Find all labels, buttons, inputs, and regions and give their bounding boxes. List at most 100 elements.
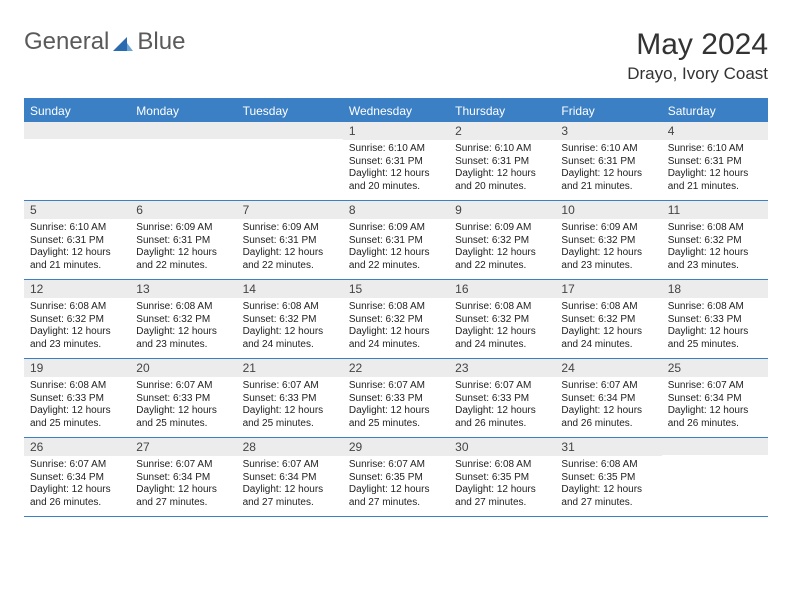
cell-line: Daylight: 12 hours and 25 minutes. bbox=[349, 405, 443, 430]
cell-line: Sunset: 6:31 PM bbox=[349, 156, 443, 169]
cell-line: Sunset: 6:31 PM bbox=[349, 235, 443, 248]
cell-body: Sunrise: 6:07 AMSunset: 6:34 PMDaylight:… bbox=[237, 456, 343, 513]
cell-body: Sunrise: 6:08 AMSunset: 6:33 PMDaylight:… bbox=[24, 377, 130, 434]
calendar-cell: 21Sunrise: 6:07 AMSunset: 6:33 PMDayligh… bbox=[237, 359, 343, 437]
cell-line: Sunrise: 6:08 AM bbox=[668, 301, 762, 314]
cell-body: Sunrise: 6:07 AMSunset: 6:33 PMDaylight:… bbox=[130, 377, 236, 434]
cell-line: Sunset: 6:32 PM bbox=[136, 314, 230, 327]
cell-line: Daylight: 12 hours and 26 minutes. bbox=[561, 405, 655, 430]
cell-line: Sunrise: 6:10 AM bbox=[30, 222, 124, 235]
cell-line: Daylight: 12 hours and 25 minutes. bbox=[136, 405, 230, 430]
cell-body: Sunrise: 6:08 AMSunset: 6:32 PMDaylight:… bbox=[237, 298, 343, 355]
calendar-cell: 2Sunrise: 6:10 AMSunset: 6:31 PMDaylight… bbox=[449, 122, 555, 200]
day-headers-row: SundayMondayTuesdayWednesdayThursdayFrid… bbox=[24, 100, 768, 122]
calendar-cell: 24Sunrise: 6:07 AMSunset: 6:34 PMDayligh… bbox=[555, 359, 661, 437]
cell-body: Sunrise: 6:10 AMSunset: 6:31 PMDaylight:… bbox=[449, 140, 555, 197]
calendar-cell: 11Sunrise: 6:08 AMSunset: 6:32 PMDayligh… bbox=[662, 201, 768, 279]
day-number: 6 bbox=[130, 201, 236, 219]
calendar-cell: 4Sunrise: 6:10 AMSunset: 6:31 PMDaylight… bbox=[662, 122, 768, 200]
day-number: 2 bbox=[449, 122, 555, 140]
cell-line: Sunrise: 6:08 AM bbox=[561, 459, 655, 472]
cell-line: Daylight: 12 hours and 20 minutes. bbox=[455, 168, 549, 193]
cell-line: Sunset: 6:32 PM bbox=[455, 314, 549, 327]
calendar-cell: 12Sunrise: 6:08 AMSunset: 6:32 PMDayligh… bbox=[24, 280, 130, 358]
cell-line: Daylight: 12 hours and 26 minutes. bbox=[30, 484, 124, 509]
day-number: 1 bbox=[343, 122, 449, 140]
cell-body: Sunrise: 6:07 AMSunset: 6:34 PMDaylight:… bbox=[130, 456, 236, 513]
cell-line: Sunset: 6:34 PM bbox=[243, 472, 337, 485]
calendar-cell: 13Sunrise: 6:08 AMSunset: 6:32 PMDayligh… bbox=[130, 280, 236, 358]
cell-line: Sunrise: 6:08 AM bbox=[243, 301, 337, 314]
cell-line: Sunset: 6:33 PM bbox=[668, 314, 762, 327]
calendar-cell: 18Sunrise: 6:08 AMSunset: 6:33 PMDayligh… bbox=[662, 280, 768, 358]
day-number: 22 bbox=[343, 359, 449, 377]
day-number: 13 bbox=[130, 280, 236, 298]
cell-line: Sunrise: 6:08 AM bbox=[30, 301, 124, 314]
day-number: 25 bbox=[662, 359, 768, 377]
calendar-cell bbox=[662, 438, 768, 516]
calendar-cell: 22Sunrise: 6:07 AMSunset: 6:33 PMDayligh… bbox=[343, 359, 449, 437]
day-number: 28 bbox=[237, 438, 343, 456]
calendar-cell: 23Sunrise: 6:07 AMSunset: 6:33 PMDayligh… bbox=[449, 359, 555, 437]
cell-line: Sunrise: 6:08 AM bbox=[668, 222, 762, 235]
day-header: Saturday bbox=[662, 100, 768, 122]
location-label: Drayo, Ivory Coast bbox=[627, 64, 768, 84]
calendar-cell: 14Sunrise: 6:08 AMSunset: 6:32 PMDayligh… bbox=[237, 280, 343, 358]
calendar-cell: 15Sunrise: 6:08 AMSunset: 6:32 PMDayligh… bbox=[343, 280, 449, 358]
calendar-cell: 6Sunrise: 6:09 AMSunset: 6:31 PMDaylight… bbox=[130, 201, 236, 279]
day-number: 14 bbox=[237, 280, 343, 298]
calendar-cell bbox=[24, 122, 130, 200]
cell-body: Sunrise: 6:08 AMSunset: 6:32 PMDaylight:… bbox=[130, 298, 236, 355]
cell-line: Sunrise: 6:07 AM bbox=[136, 380, 230, 393]
day-header: Friday bbox=[555, 100, 661, 122]
day-number bbox=[130, 122, 236, 139]
calendar-week: 26Sunrise: 6:07 AMSunset: 6:34 PMDayligh… bbox=[24, 438, 768, 517]
cell-line: Sunset: 6:33 PM bbox=[455, 393, 549, 406]
cell-line: Sunset: 6:32 PM bbox=[455, 235, 549, 248]
cell-line: Sunset: 6:34 PM bbox=[30, 472, 124, 485]
cell-line: Daylight: 12 hours and 22 minutes. bbox=[243, 247, 337, 272]
cell-line: Sunset: 6:33 PM bbox=[136, 393, 230, 406]
calendar-cell: 8Sunrise: 6:09 AMSunset: 6:31 PMDaylight… bbox=[343, 201, 449, 279]
cell-line: Daylight: 12 hours and 22 minutes. bbox=[349, 247, 443, 272]
day-number: 23 bbox=[449, 359, 555, 377]
cell-line: Daylight: 12 hours and 24 minutes. bbox=[349, 326, 443, 351]
day-number: 19 bbox=[24, 359, 130, 377]
cell-line: Sunrise: 6:10 AM bbox=[561, 143, 655, 156]
cell-line: Sunrise: 6:07 AM bbox=[561, 380, 655, 393]
cell-line: Sunset: 6:31 PM bbox=[668, 156, 762, 169]
cell-body: Sunrise: 6:07 AMSunset: 6:33 PMDaylight:… bbox=[449, 377, 555, 434]
day-header: Thursday bbox=[449, 100, 555, 122]
cell-line: Daylight: 12 hours and 22 minutes. bbox=[136, 247, 230, 272]
cell-line: Sunset: 6:33 PM bbox=[30, 393, 124, 406]
day-number: 10 bbox=[555, 201, 661, 219]
day-number bbox=[237, 122, 343, 139]
day-header: Wednesday bbox=[343, 100, 449, 122]
day-number: 12 bbox=[24, 280, 130, 298]
day-number: 15 bbox=[343, 280, 449, 298]
cell-line: Daylight: 12 hours and 27 minutes. bbox=[243, 484, 337, 509]
day-number: 16 bbox=[449, 280, 555, 298]
calendar-cell: 25Sunrise: 6:07 AMSunset: 6:34 PMDayligh… bbox=[662, 359, 768, 437]
cell-line: Sunset: 6:34 PM bbox=[561, 393, 655, 406]
calendar-cell: 7Sunrise: 6:09 AMSunset: 6:31 PMDaylight… bbox=[237, 201, 343, 279]
cell-line: Daylight: 12 hours and 23 minutes. bbox=[561, 247, 655, 272]
cell-line: Daylight: 12 hours and 25 minutes. bbox=[30, 405, 124, 430]
calendar-cell: 20Sunrise: 6:07 AMSunset: 6:33 PMDayligh… bbox=[130, 359, 236, 437]
cell-body: Sunrise: 6:08 AMSunset: 6:32 PMDaylight:… bbox=[662, 219, 768, 276]
cell-line: Sunset: 6:34 PM bbox=[136, 472, 230, 485]
cell-line: Sunrise: 6:08 AM bbox=[136, 301, 230, 314]
cell-line: Sunset: 6:35 PM bbox=[349, 472, 443, 485]
calendar-cell: 26Sunrise: 6:07 AMSunset: 6:34 PMDayligh… bbox=[24, 438, 130, 516]
calendar: SundayMondayTuesdayWednesdayThursdayFrid… bbox=[24, 98, 768, 517]
cell-body: Sunrise: 6:10 AMSunset: 6:31 PMDaylight:… bbox=[555, 140, 661, 197]
cell-body: Sunrise: 6:08 AMSunset: 6:35 PMDaylight:… bbox=[555, 456, 661, 513]
cell-body: Sunrise: 6:08 AMSunset: 6:33 PMDaylight:… bbox=[662, 298, 768, 355]
calendar-cell: 19Sunrise: 6:08 AMSunset: 6:33 PMDayligh… bbox=[24, 359, 130, 437]
calendar-cell: 27Sunrise: 6:07 AMSunset: 6:34 PMDayligh… bbox=[130, 438, 236, 516]
cell-line: Sunrise: 6:09 AM bbox=[561, 222, 655, 235]
day-number: 17 bbox=[555, 280, 661, 298]
cell-line: Daylight: 12 hours and 25 minutes. bbox=[243, 405, 337, 430]
cell-line: Sunrise: 6:10 AM bbox=[455, 143, 549, 156]
cell-line: Sunset: 6:31 PM bbox=[561, 156, 655, 169]
